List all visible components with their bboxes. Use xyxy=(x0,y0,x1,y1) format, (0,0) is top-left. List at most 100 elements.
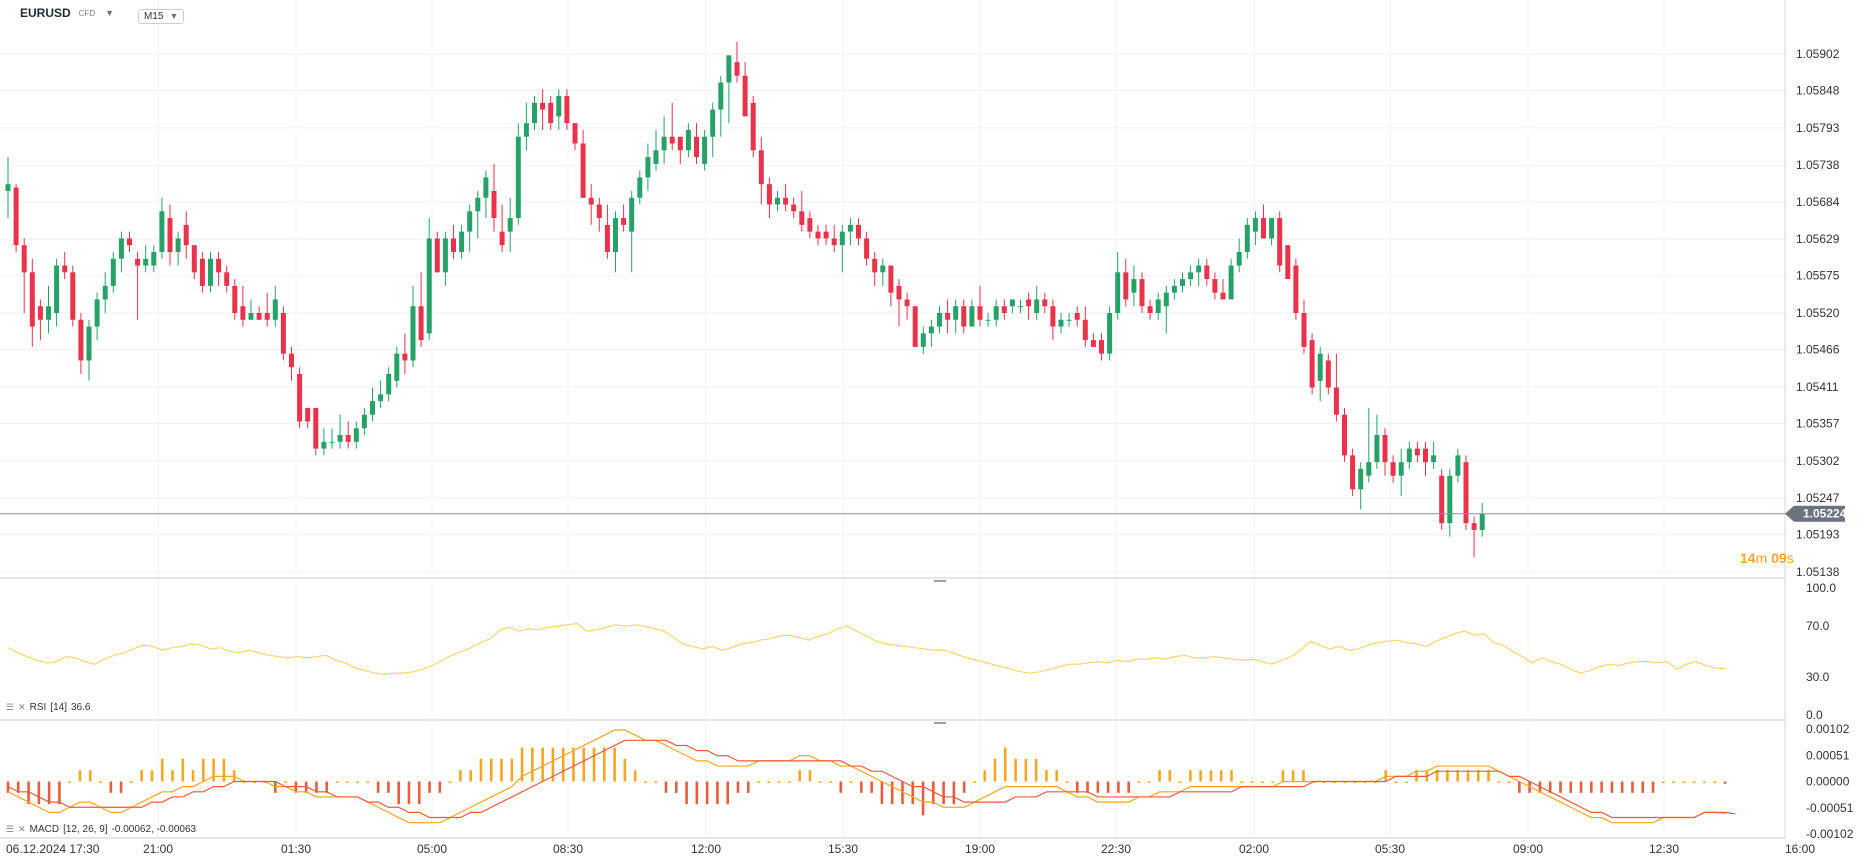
price-axis-tick: 1.05684 xyxy=(1796,195,1840,209)
macd-histogram-bar xyxy=(1641,781,1645,793)
timer-seconds: 09 xyxy=(1771,550,1787,566)
candle-up xyxy=(1058,319,1064,327)
macd-histogram-bar xyxy=(716,781,719,805)
macd-histogram-bar xyxy=(829,781,832,783)
candle-down xyxy=(904,299,910,307)
candle-up xyxy=(118,238,124,259)
candle-up xyxy=(1009,299,1015,307)
macd-histogram-bar xyxy=(674,781,678,793)
candle-down xyxy=(240,306,246,320)
macd-histogram-bar xyxy=(1291,770,1295,782)
macd-histogram-bar xyxy=(1343,781,1346,783)
candle-down xyxy=(78,319,84,361)
macd-histogram-bar xyxy=(1230,770,1233,782)
macd-histogram-bar xyxy=(1590,781,1593,793)
candle-down xyxy=(912,306,918,347)
macd-histogram-bar xyxy=(1075,781,1079,793)
macd-histogram-bar xyxy=(160,758,164,782)
candle-up xyxy=(1115,272,1121,313)
macd-histogram-bar xyxy=(1672,781,1675,783)
candle-up xyxy=(475,197,481,212)
candle-down xyxy=(167,218,173,252)
candle-down xyxy=(669,136,675,144)
macd-histogram-bar xyxy=(1651,781,1655,793)
macd-histogram-bar xyxy=(1569,781,1573,793)
candle-down xyxy=(604,224,610,252)
candle-up xyxy=(637,177,643,198)
candle-down xyxy=(1350,455,1356,490)
macd-histogram-bar xyxy=(705,781,709,805)
candle-down xyxy=(1026,299,1032,307)
candle-down xyxy=(232,285,238,313)
time-axis-tick: 15:30 xyxy=(828,842,858,856)
candle-down xyxy=(1277,218,1283,266)
macd-histogram-bar xyxy=(695,781,699,805)
macd-histogram-bar xyxy=(428,781,431,793)
macd-histogram-bar xyxy=(880,781,884,805)
macd-params: [12, 26, 9] xyxy=(63,824,108,835)
symbol-header[interactable]: EURUSD CFD ▼ xyxy=(20,6,114,20)
macd-histogram-bar xyxy=(942,781,945,805)
candle-down xyxy=(1050,306,1056,327)
candle-down xyxy=(783,197,789,205)
macd-histogram-bar xyxy=(212,758,215,782)
candle-down xyxy=(1309,340,1315,388)
candle-up xyxy=(467,211,473,232)
symbol-name[interactable]: EURUSD xyxy=(20,6,71,20)
close-icon[interactable]: ✕ xyxy=(18,702,26,712)
settings-icon[interactable]: ☰ xyxy=(6,824,15,834)
candle-down xyxy=(1285,245,1291,280)
macd-histogram-bar xyxy=(1147,781,1151,783)
candle-down xyxy=(13,187,19,246)
rsi-name: RSI xyxy=(29,702,47,713)
candle-up xyxy=(710,109,716,137)
candle-down xyxy=(297,374,303,422)
macd-histogram-bar xyxy=(1065,781,1069,783)
symbol-type: CFD xyxy=(78,8,96,18)
candle-up xyxy=(426,238,432,334)
candle-down xyxy=(588,197,594,205)
time-axis-tick: 22:30 xyxy=(1101,842,1131,856)
candle-up xyxy=(953,306,959,320)
macd-histogram-bar xyxy=(952,781,956,805)
timeframe-selector[interactable]: M15 ▼ xyxy=(138,9,185,24)
macd-histogram-bar xyxy=(16,781,20,793)
macd-histogram-bar xyxy=(726,781,730,805)
candle-down xyxy=(70,272,76,320)
candle-up xyxy=(361,414,367,429)
macd-histogram-bar xyxy=(1456,770,1459,782)
macd-histogram-bar xyxy=(654,781,658,783)
price-axis-tick: 1.05738 xyxy=(1796,158,1840,172)
settings-icon[interactable]: ☰ xyxy=(6,702,15,712)
macd-histogram-bar xyxy=(500,758,503,782)
candle-down xyxy=(1325,360,1331,388)
candle-down xyxy=(1293,265,1299,313)
candle-down xyxy=(191,245,197,273)
candle-down xyxy=(183,224,189,246)
candle-up xyxy=(94,299,100,327)
candle-up xyxy=(321,441,327,449)
macd-histogram-bar xyxy=(520,747,524,782)
macd-histogram-bar xyxy=(417,781,421,805)
time-axis-tick: 06.12.2024 17:30 xyxy=(6,842,100,856)
macd-axis-tick: 0.00000 xyxy=(1806,775,1850,789)
macd-histogram-bar xyxy=(325,781,329,793)
candle-down xyxy=(402,353,408,361)
candle-up xyxy=(645,157,651,178)
candle-up xyxy=(1269,218,1275,239)
candle-up xyxy=(928,326,934,334)
candle-up xyxy=(151,251,157,266)
symbol-dropdown-icon[interactable]: ▼ xyxy=(105,8,115,18)
macd-histogram-bar xyxy=(1106,781,1110,793)
candle-down xyxy=(831,238,837,246)
macd-histogram-bar xyxy=(911,781,915,805)
rsi-legend[interactable]: ☰ ✕ RSI [14] 36.6 xyxy=(6,702,90,713)
macd-legend[interactable]: ☰ ✕ MACD [12, 26, 9] -0.00062, -0.00063 xyxy=(6,824,196,835)
macd-histogram-bar xyxy=(150,770,154,782)
close-icon[interactable]: ✕ xyxy=(18,824,26,834)
macd-histogram-bar xyxy=(263,781,267,783)
macd-histogram-bar xyxy=(1096,781,1100,793)
candle-down xyxy=(1123,272,1129,300)
candle-down xyxy=(1147,306,1153,313)
